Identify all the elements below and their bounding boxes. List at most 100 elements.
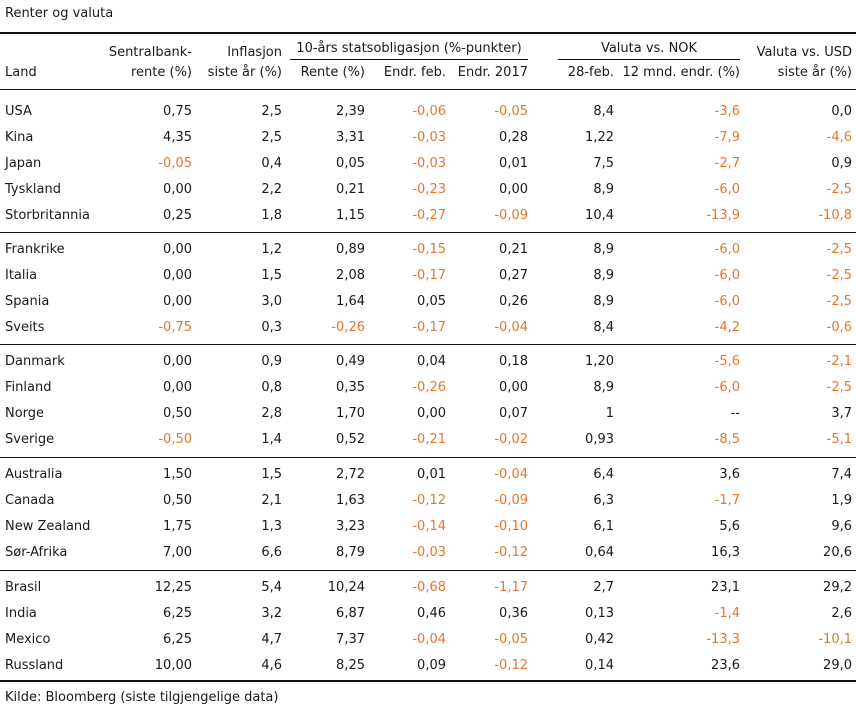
cell-valuta-usd: -2,5 [826, 242, 852, 257]
table-row: Mexico 6,25 4,7 7,37 -0,04 -0,05 0,42 -13,3 -10,… [0, 627, 856, 653]
header-feb28: 28-feb. [567, 65, 614, 80]
table-row: Canada 0,50 2,1 1,63 -0,12 -0,09 6,3 -1,7 1,9 [0, 488, 856, 514]
cell-valuta-nok-28feb: 8,4 [593, 320, 614, 335]
cell-rente: 0,05 [336, 156, 365, 171]
cell-land: Russland [5, 658, 64, 673]
cell-valuta-nok-12mnd: -8,5 [714, 432, 740, 447]
cell-land: Finland [5, 380, 52, 395]
cell-valuta-nok-12mnd: -7,9 [714, 130, 740, 145]
cell-rente: 1,15 [336, 208, 365, 223]
cell-valuta-usd: 9,6 [831, 519, 852, 534]
cell-endr-feb: -0,12 [412, 493, 446, 508]
header-inflasjon-line1: Inflasjon [227, 45, 282, 60]
table-row: Brasil 12,25 5,4 10,24 -0,68 -1,17 2,7 23,1 29,2 [0, 575, 856, 601]
cell-inflasjon: 1,5 [261, 467, 282, 482]
table-row: Sør-Afrika 7,00 6,6 8,79 -0,03 -0,12 0,64 16,3 2… [0, 540, 856, 566]
table-row: Kina 4,35 2,5 3,31 -0,03 0,28 1,22 -7,9 -4,6 [0, 125, 856, 151]
cell-valuta-nok-12mnd: -6,0 [714, 268, 740, 283]
cell-inflasjon: 1,3 [261, 519, 282, 534]
cell-endr-2017: -0,12 [494, 545, 528, 560]
cell-inflasjon: 4,7 [261, 632, 282, 647]
table-row: Storbritannia 0,25 1,8 1,15 -0,27 -0,09 10,4 -1… [0, 203, 856, 229]
cell-land: Mexico [5, 632, 51, 647]
top-rule [0, 32, 856, 34]
cell-valuta-usd: -2,5 [826, 380, 852, 395]
cell-endr-2017: -0,09 [494, 208, 528, 223]
header-valuta-nok-group: Valuta vs. NOK [600, 41, 698, 56]
cell-sentralbank-rente: 0,50 [163, 493, 192, 508]
cell-endr-2017: -0,02 [494, 432, 528, 447]
cell-endr-feb: -0,06 [412, 104, 446, 119]
header-land: Land [5, 65, 37, 80]
cell-rente: 1,70 [336, 406, 365, 421]
table-row: Spania 0,00 3,0 1,64 0,05 0,26 8,9 -6,0 -2,5 [0, 289, 856, 315]
table-row: India 6,25 3,2 6,87 0,46 0,36 0,13 -1,4 2,6 [0, 601, 856, 627]
cell-valuta-nok-28feb: 1,20 [585, 354, 614, 369]
cell-sentralbank-rente: 1,50 [163, 467, 192, 482]
cell-rente: 10,24 [327, 580, 365, 595]
cell-endr-2017: 0,28 [499, 130, 528, 145]
cell-land: Kina [5, 130, 34, 145]
header-valuta-usd-line1: Valuta vs. USD [756, 45, 852, 60]
header-inflasjon-line2: siste år (%) [207, 65, 282, 80]
cell-sentralbank-rente: 0,00 [163, 354, 192, 369]
cell-endr-feb: -0,14 [412, 519, 446, 534]
cell-sentralbank-rente: 6,25 [163, 606, 192, 621]
cell-inflasjon: 3,2 [261, 606, 282, 621]
cell-inflasjon: 2,8 [261, 406, 282, 421]
cell-valuta-usd: -2,5 [826, 182, 852, 197]
cell-valuta-usd: 20,6 [823, 545, 852, 560]
cell-valuta-nok-28feb: 6,4 [593, 467, 614, 482]
cell-valuta-usd: 29,2 [823, 580, 852, 595]
cell-valuta-nok-12mnd: 5,6 [719, 519, 740, 534]
cell-rente: 2,39 [336, 104, 365, 119]
cell-endr-feb: 0,01 [417, 467, 446, 482]
header-rente: Rente (%) [300, 65, 365, 80]
group-divider [0, 457, 856, 458]
cell-valuta-usd: -5,1 [826, 432, 852, 447]
cell-valuta-usd: 3,7 [831, 406, 852, 421]
cell-valuta-nok-12mnd: -13,9 [706, 208, 740, 223]
header-12mnd: 12 mnd. endr. (%) [622, 65, 741, 80]
cell-valuta-nok-28feb: 6,1 [593, 519, 614, 534]
cell-endr-2017: 0,18 [499, 354, 528, 369]
cell-valuta-nok-28feb: 0,64 [585, 545, 614, 560]
cell-valuta-nok-28feb: 8,9 [593, 242, 614, 257]
cell-valuta-usd: 2,6 [831, 606, 852, 621]
cell-rente: 0,21 [336, 182, 365, 197]
cell-sentralbank-rente: 0,00 [163, 242, 192, 257]
cell-land: Spania [5, 294, 50, 309]
cell-valuta-usd: -0,6 [826, 320, 852, 335]
cell-rente: 7,37 [336, 632, 365, 647]
cell-land: Australia [5, 467, 63, 482]
cell-endr-feb: -0,03 [412, 545, 446, 560]
cell-endr-feb: -0,68 [412, 580, 446, 595]
cell-valuta-nok-12mnd: 3,6 [719, 467, 740, 482]
cell-sentralbank-rente: -0,50 [158, 432, 192, 447]
header-statsobl-group: 10-års statsobligasjon (%-punkter) [296, 41, 522, 56]
cell-valuta-nok-12mnd: 23,1 [711, 580, 740, 595]
cell-endr-feb: -0,04 [412, 632, 446, 647]
cell-land: Italia [5, 268, 38, 283]
cell-sentralbank-rente: 0,25 [163, 208, 192, 223]
cell-valuta-usd: -2,5 [826, 268, 852, 283]
cell-valuta-nok-28feb: 0,13 [585, 606, 614, 621]
cell-land: Norge [5, 406, 45, 421]
cell-land: USA [5, 104, 32, 119]
cell-endr-feb: 0,00 [417, 406, 446, 421]
cell-endr-feb: -0,17 [412, 320, 446, 335]
table-row: New Zealand 1,75 1,3 3,23 -0,14 -0,10 6,1 5,6 9,… [0, 514, 856, 540]
cell-endr-2017: -0,09 [494, 493, 528, 508]
source-note: Kilde: Bloomberg (siste tilgjengelige da… [5, 690, 279, 705]
cell-inflasjon: 1,4 [261, 432, 282, 447]
cell-land: Brasil [5, 580, 42, 595]
cell-sentralbank-rente: -0,05 [158, 156, 192, 171]
table-row: Russland 10,00 4,6 8,25 0,09 -0,12 0,14 23,6 29,… [0, 653, 856, 679]
cell-endr-2017: 0,27 [499, 268, 528, 283]
header-endr-2017: Endr. 2017 [457, 65, 528, 80]
header-valuta-usd-line2: siste år (%) [777, 65, 852, 80]
cell-valuta-nok-12mnd: -1,7 [714, 493, 740, 508]
cell-sentralbank-rente: 12,25 [154, 580, 192, 595]
cell-valuta-nok-28feb: 2,7 [593, 580, 614, 595]
cell-valuta-nok-12mnd: -6,0 [714, 182, 740, 197]
